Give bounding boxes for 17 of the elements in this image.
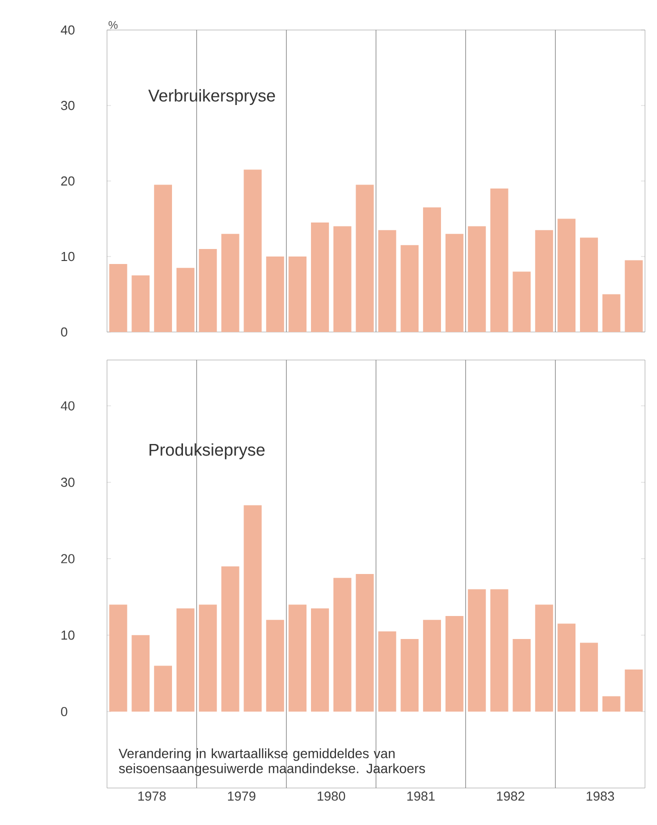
y-tick-label: 10: [62, 630, 74, 640]
y-tick-label: 40: [60, 401, 74, 410]
y-tick-label: 0: [61, 327, 68, 337]
y-tick-label: 30: [61, 478, 74, 487]
y-axis-title: %: [108, 21, 118, 29]
y-tick-label: 40: [60, 25, 74, 35]
x-tick-label: 1978: [138, 792, 166, 801]
x-tick-label: 1983: [586, 792, 614, 801]
x-tick-label: 1981: [407, 792, 435, 801]
y-tick-label: 20: [61, 554, 74, 564]
x-tick-label: 1980: [318, 792, 346, 801]
y-tick-label: 0: [61, 706, 68, 716]
x-tick-label: 1979: [228, 792, 256, 801]
y-tick-label: 10: [62, 252, 74, 262]
y-tick-label: 20: [61, 176, 74, 186]
x-tick-label: 1982: [497, 792, 524, 801]
y-tick-label: 30: [61, 100, 74, 110]
